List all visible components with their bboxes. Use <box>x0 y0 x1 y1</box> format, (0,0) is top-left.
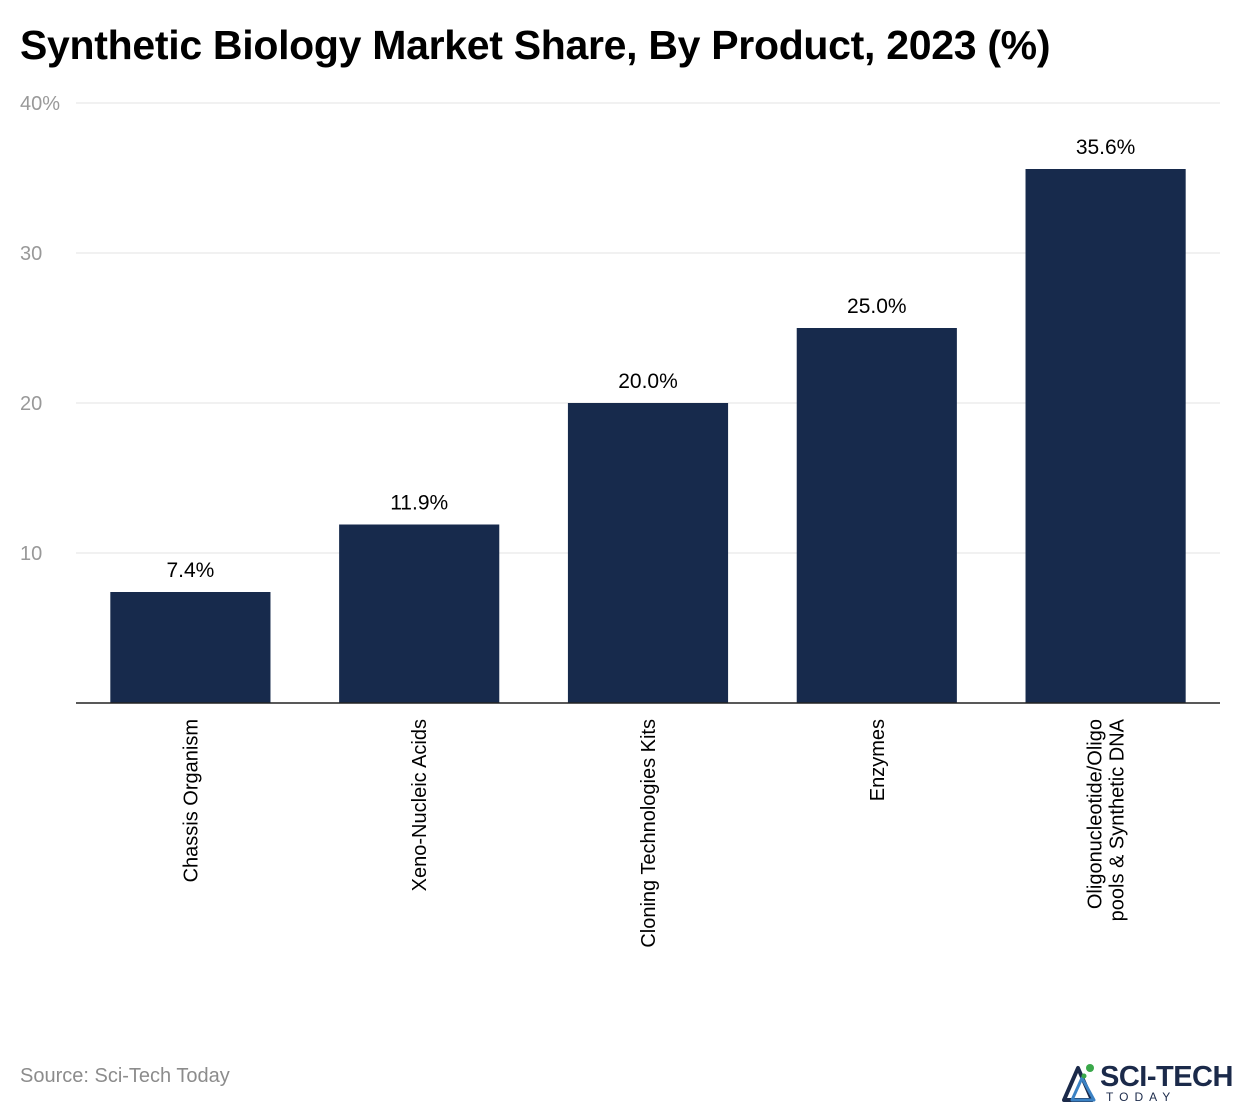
sci-tech-today-logo: SCI-TECH TODAY <box>1060 1058 1238 1106</box>
x-tick-label: Chassis Organism <box>180 719 202 882</box>
logo-wordmark: SCI-TECH <box>1100 1061 1233 1093</box>
bar <box>567 403 729 703</box>
x-tick-label-line: Enzymes <box>867 719 889 801</box>
x-tick-label-line: Oligonucleotide/Oligo <box>1085 719 1107 909</box>
bar-chart: 10 20 30 40% 7.4% 11.9% 20.0% 25.0% 35.6% Chass… <box>20 93 1220 948</box>
y-tick-label: 10 <box>20 543 42 565</box>
bar-value-label: 7.4% <box>166 559 214 582</box>
bars <box>110 169 1186 703</box>
x-tick-label-line: Cloning Technologies Kits <box>638 719 660 948</box>
source-note: Source: Sci-Tech Today <box>20 1065 230 1087</box>
x-axis-category-labels: Chassis Organism Xeno-Nucleic Acids Clonin… <box>180 718 1128 947</box>
x-tick-label-line: Xeno-Nucleic Acids <box>409 719 431 891</box>
x-tick-label: Cloning Technologies Kits <box>638 719 660 948</box>
x-tick-label: Xeno-Nucleic Acids <box>409 719 431 891</box>
bar-value-label: 11.9% <box>390 492 448 515</box>
bar-value-labels: 7.4% 11.9% 20.0% 25.0% 35.6% <box>166 136 1135 582</box>
logo-tagline: TODAY <box>1106 1090 1177 1104</box>
y-axis-tick-labels: 10 20 30 40% <box>20 93 60 565</box>
bar <box>339 524 500 703</box>
bar <box>796 328 957 703</box>
bar-value-label: 20.0% <box>618 370 678 393</box>
bar <box>1025 169 1186 703</box>
x-tick-label-line: Chassis Organism <box>180 719 202 882</box>
chart-title: Synthetic Biology Market Share, By Produ… <box>20 22 1051 68</box>
x-tick-label: Oligonucleotide/Oligo pools & Synthetic D… <box>1085 718 1129 921</box>
x-tick-label: Enzymes <box>867 719 889 801</box>
bar-value-label: 25.0% <box>847 295 907 318</box>
bar <box>110 592 271 703</box>
y-tick-label: 30 <box>20 243 42 265</box>
dna-triangle-logo-icon <box>1062 1064 1096 1102</box>
x-tick-label-line: pools & Synthetic DNA <box>1107 718 1129 921</box>
y-tick-label: 40% <box>20 93 60 115</box>
bar-value-label: 35.6% <box>1076 136 1136 159</box>
y-tick-label: 20 <box>20 393 42 415</box>
